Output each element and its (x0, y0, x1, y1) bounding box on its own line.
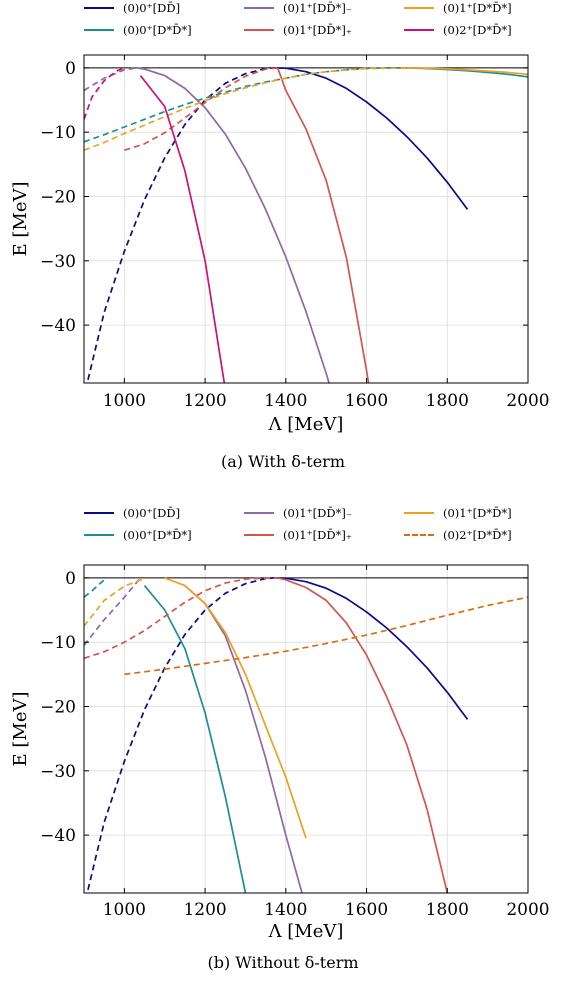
chart-caption: (b) Without δ-term (207, 953, 359, 972)
legend-label: (0)1⁺[D*D̄*] (443, 506, 512, 520)
chart-legend: (0)0⁺[DD̄] (0)0⁺[D*D̄*] (0)1⁺[DD̄*]₋ (0)1⁺[… (84, 505, 554, 545)
series-line-2-dashed (84, 67, 137, 92)
x-tick-label: 1600 (345, 391, 388, 411)
legend-swatch (244, 534, 274, 536)
legend-entry: (0)0⁺[DD̄] (84, 1, 180, 15)
legend-swatch (244, 29, 274, 31)
legend-label: (0)0⁺[D*D̄*] (123, 528, 192, 542)
legend-swatch (84, 29, 114, 31)
legend-swatch (84, 512, 114, 514)
series-line-4-dashed (84, 577, 145, 627)
series-line-2-solid (184, 584, 303, 893)
legend-label: (0)1⁺[DD̄*]₋ (283, 506, 352, 520)
x-tick-label: 1800 (426, 900, 469, 920)
legend-label: (0)1⁺[DD̄*]₊ (283, 23, 352, 37)
legend-label: (0)0⁺[DD̄] (123, 506, 181, 520)
x-tick-label: 1200 (183, 391, 226, 411)
plot-frame (83, 54, 529, 384)
series-line-0-solid (273, 577, 469, 720)
x-axis-label: Λ [MeV] (268, 414, 344, 435)
y-axis-label: E [MeV] (10, 182, 31, 257)
legend-entry: (0)0⁺[DD̄] (84, 506, 180, 520)
y-tick-label: −20 (40, 697, 76, 717)
y-tick-label: −30 (40, 252, 76, 272)
legend-entry: (0)0⁺[D*D̄*] (84, 528, 192, 542)
legend-swatch (244, 7, 274, 9)
series-line-3-solid (276, 67, 370, 383)
y-tick-label: −10 (40, 123, 76, 143)
series-line-0-dashed (87, 577, 274, 890)
legend-label: (0)1⁺[DD̄*]₋ (283, 1, 352, 15)
legend-swatch (404, 512, 434, 514)
series-line-0-dashed (87, 67, 274, 380)
y-tick-label: −40 (40, 316, 76, 336)
y-tick-label: −30 (40, 762, 76, 782)
legend-label: (0)1⁺[D*D̄*] (443, 1, 512, 15)
legend-swatch (404, 7, 434, 9)
x-tick-label: 1800 (426, 391, 469, 411)
chart-caption: (a) With δ-term (221, 452, 345, 471)
legend-swatch (404, 29, 434, 31)
chart-plot: 1000 1200 1400 1600 1800 2000 0 −10 −20 −30 −40 Λ [… (10, 54, 550, 435)
y-tick-label: −10 (40, 633, 76, 653)
y-tick-label: 0 (65, 569, 76, 589)
series-line-0-solid (273, 67, 469, 210)
chart-legend: (0)0⁺[DD̄] (0)0⁺[D*D̄*] (0)1⁺[DD̄*]₋ (0)1⁺[… (84, 0, 554, 40)
series-line-5-dashed (124, 596, 528, 676)
chart-plot: 1000 1200 1400 1600 1800 2000 0 −10 −20 −30 −40 Λ [… (10, 564, 550, 942)
x-tick-label: 1000 (103, 900, 146, 920)
legend-entry: (0)1⁺[D*D̄*] (404, 506, 512, 520)
series-line-5-dashed (84, 67, 125, 120)
legend-label: (0)0⁺[DD̄] (123, 1, 181, 15)
legend-entry: (0)1⁺[DD̄*]₊ (244, 528, 352, 542)
series-line-3-solid (277, 577, 449, 893)
legend-label: (0)1⁺[DD̄*]₊ (283, 528, 352, 542)
legend-entry: (0)1⁺[DD̄*]₋ (244, 1, 352, 15)
legend-swatch (84, 7, 114, 9)
x-tick-label: 2000 (506, 900, 549, 920)
legend-entry: (0)2⁺[D*D̄*] (404, 528, 512, 542)
legend-swatch (84, 534, 114, 536)
x-tick-label: 2000 (506, 391, 549, 411)
legend-label: (0)0⁺[D*D̄*] (123, 23, 192, 37)
y-tick-label: −20 (40, 187, 76, 207)
series-line-3-dashed (84, 577, 278, 660)
plot-frame (83, 564, 529, 894)
legend-label: (0)2⁺[D*D̄*] (443, 528, 512, 542)
series-line-2-dashed (84, 577, 142, 646)
series-line-3-dashed (124, 67, 278, 152)
legend-entry: (0)1⁺[DD̄*]₋ (244, 506, 352, 520)
x-tick-label: 1200 (183, 900, 226, 920)
x-tick-label: 1400 (264, 391, 307, 411)
series-line-4-solid (164, 577, 307, 839)
y-tick-label: 0 (65, 59, 76, 79)
legend-label: (0)2⁺[D*D̄*] (443, 23, 512, 37)
series-line-1-solid (143, 585, 247, 893)
legend-entry: (0)2⁺[D*D̄*] (404, 23, 512, 37)
x-tick-label: 1400 (264, 900, 307, 920)
legend-entry: (0)1⁺[D*D̄*] (404, 1, 512, 15)
legend-swatch (244, 512, 274, 514)
y-tick-label: −40 (40, 826, 76, 846)
series-line-4-dashed (84, 67, 407, 151)
chart-panel-b: (0)0⁺[DD̄] (0)0⁺[D*D̄*] (0)1⁺[DD̄*]₋ (0)1⁺[… (0, 505, 566, 994)
series-line-5-solid (139, 75, 226, 383)
series-line-4-solid (406, 67, 528, 76)
x-axis-label: Λ [MeV] (268, 921, 344, 942)
y-axis-label: E [MeV] (10, 692, 31, 767)
x-tick-label: 1000 (103, 391, 146, 411)
series-line-2-solid (136, 67, 330, 383)
legend-entry: (0)1⁺[DD̄*]₊ (244, 23, 352, 37)
x-tick-label: 1600 (345, 900, 388, 920)
chart-panel-a: (0)0⁺[DD̄] (0)0⁺[D*D̄*] (0)1⁺[DD̄*]₋ (0)1⁺[… (0, 0, 566, 489)
legend-swatch (404, 534, 434, 536)
legend-entry: (0)0⁺[D*D̄*] (84, 23, 192, 37)
series-line-1-dashed (84, 579, 105, 598)
